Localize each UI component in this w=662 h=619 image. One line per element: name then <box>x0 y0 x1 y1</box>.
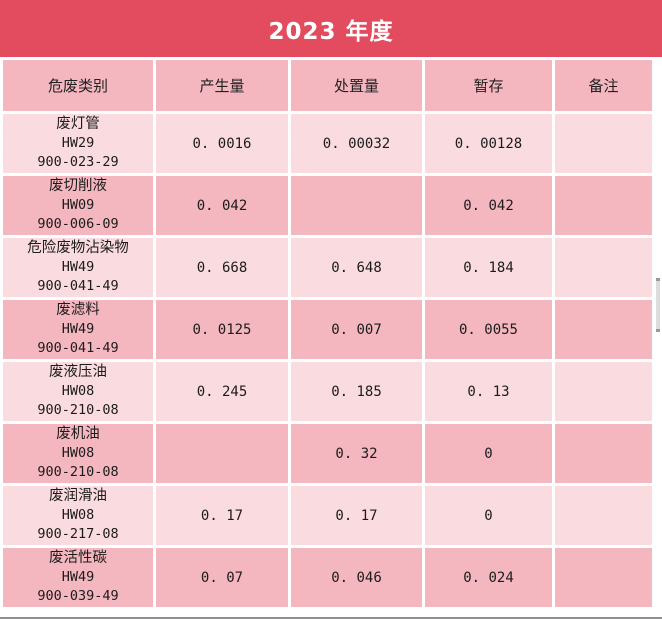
category-name: 废活性碳 <box>49 550 107 566</box>
category-name: 废灯管 <box>56 116 100 132</box>
category-hw-code: HW29 <box>61 135 95 151</box>
col-header-category: 危废类别 <box>3 60 153 111</box>
table-row: 废活性碳 HW49 900-039-49 0. 07 0. 046 0. 024 <box>3 548 652 607</box>
category-name: 废润滑油 <box>49 488 107 504</box>
table-row: 废切削液 HW09 900-006-09 0. 042 0. 042 <box>3 176 652 235</box>
cell-stored: 0 <box>425 424 552 483</box>
category-waste-code: 900-210-08 <box>37 402 119 418</box>
cell-category: 废机油 HW08 900-210-08 <box>3 424 153 483</box>
category-name: 废切削液 <box>49 178 107 194</box>
col-header-produced: 产生量 <box>156 60 288 111</box>
hazardous-waste-table: 危废类别 产生量 处置量 暂存 备注 废灯管 HW29 900-023-29 0… <box>0 57 655 610</box>
cell-category: 危险废物沾染物 HW49 900-041-49 <box>3 238 153 297</box>
category-waste-code: 900-039-49 <box>37 588 119 604</box>
category-waste-code: 900-006-09 <box>37 216 119 232</box>
table-row: 废灯管 HW29 900-023-29 0. 0016 0. 00032 0. … <box>3 114 652 173</box>
category-waste-code: 900-217-08 <box>37 526 119 542</box>
cell-category: 废滤料 HW49 900-041-49 <box>3 300 153 359</box>
cell-remark <box>555 486 652 545</box>
cell-disposed: 0. 00032 <box>291 114 422 173</box>
cell-produced: 0. 07 <box>156 548 288 607</box>
category-hw-code: HW08 <box>61 445 95 461</box>
cell-category: 废活性碳 HW49 900-039-49 <box>3 548 153 607</box>
column-header-row: 危废类别 产生量 处置量 暂存 备注 <box>3 60 652 111</box>
table-row: 废液压油 HW08 900-210-08 0. 245 0. 185 0. 13 <box>3 362 652 421</box>
cell-disposed: 0. 185 <box>291 362 422 421</box>
cell-category: 废液压油 HW08 900-210-08 <box>3 362 153 421</box>
table-body: 废灯管 HW29 900-023-29 0. 0016 0. 00032 0. … <box>3 114 652 607</box>
cell-stored: 0. 00128 <box>425 114 552 173</box>
col-header-stored: 暂存 <box>425 60 552 111</box>
cell-stored: 0. 042 <box>425 176 552 235</box>
category-hw-code: HW09 <box>61 197 95 213</box>
cell-category: 废切削液 HW09 900-006-09 <box>3 176 153 235</box>
category-hw-code: HW08 <box>61 507 95 523</box>
cell-stored: 0 <box>425 486 552 545</box>
category-name: 危险废物沾染物 <box>27 240 129 256</box>
year-banner-title: 2023 年度 <box>268 18 394 45</box>
category-name: 废液压油 <box>49 364 107 380</box>
table-row: 废滤料 HW49 900-041-49 0. 0125 0. 007 0. 00… <box>3 300 652 359</box>
cell-remark <box>555 114 652 173</box>
cell-produced <box>156 424 288 483</box>
category-hw-code: HW49 <box>61 259 95 275</box>
cell-remark <box>555 424 652 483</box>
cell-stored: 0. 13 <box>425 362 552 421</box>
bottom-divider <box>0 617 662 619</box>
cell-disposed: 0. 046 <box>291 548 422 607</box>
category-name: 废机油 <box>56 426 100 442</box>
cell-disposed: 0. 007 <box>291 300 422 359</box>
cell-category: 废润滑油 HW08 900-217-08 <box>3 486 153 545</box>
right-gutter <box>655 57 662 612</box>
table-row: 废润滑油 HW08 900-217-08 0. 17 0. 17 0 <box>3 486 652 545</box>
cell-produced: 0. 668 <box>156 238 288 297</box>
cell-disposed: 0. 17 <box>291 486 422 545</box>
cell-remark <box>555 176 652 235</box>
table-row: 危险废物沾染物 HW49 900-041-49 0. 668 0. 648 0.… <box>3 238 652 297</box>
year-banner: 2023 年度 <box>0 0 662 57</box>
cell-remark <box>555 300 652 359</box>
cell-stored: 0. 024 <box>425 548 552 607</box>
category-hw-code: HW08 <box>61 383 95 399</box>
cell-produced: 0. 0016 <box>156 114 288 173</box>
scrollbar-thumb[interactable] <box>656 278 660 332</box>
cell-remark <box>555 238 652 297</box>
cell-produced: 0. 0125 <box>156 300 288 359</box>
cell-category: 废灯管 HW29 900-023-29 <box>3 114 153 173</box>
category-hw-code: HW49 <box>61 569 95 585</box>
cell-disposed: 0. 648 <box>291 238 422 297</box>
col-header-disposed: 处置量 <box>291 60 422 111</box>
category-name: 废滤料 <box>56 302 100 318</box>
cell-disposed <box>291 176 422 235</box>
table-row: 废机油 HW08 900-210-08 0. 32 0 <box>3 424 652 483</box>
table-area: 危废类别 产生量 处置量 暂存 备注 废灯管 HW29 900-023-29 0… <box>0 57 662 612</box>
cell-produced: 0. 245 <box>156 362 288 421</box>
cell-stored: 0. 184 <box>425 238 552 297</box>
cell-produced: 0. 17 <box>156 486 288 545</box>
category-waste-code: 900-041-49 <box>37 278 119 294</box>
cell-remark <box>555 362 652 421</box>
cell-disposed: 0. 32 <box>291 424 422 483</box>
cell-remark <box>555 548 652 607</box>
category-waste-code: 900-210-08 <box>37 464 119 480</box>
category-hw-code: HW49 <box>61 321 95 337</box>
cell-produced: 0. 042 <box>156 176 288 235</box>
cell-stored: 0. 0055 <box>425 300 552 359</box>
category-waste-code: 900-041-49 <box>37 340 119 356</box>
category-waste-code: 900-023-29 <box>37 154 119 170</box>
col-header-remark: 备注 <box>555 60 652 111</box>
